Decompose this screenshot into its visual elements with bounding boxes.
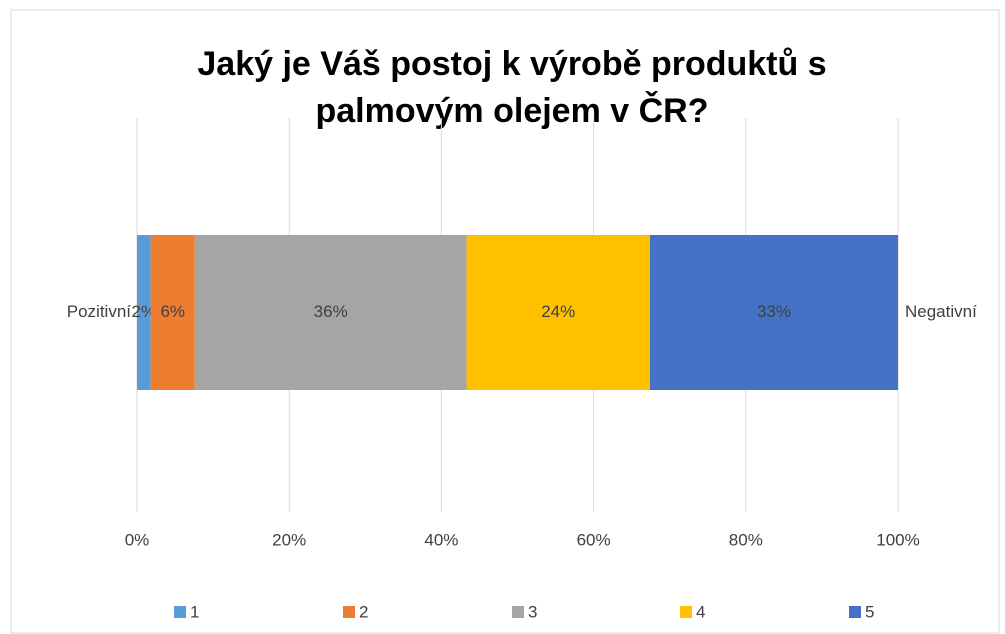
x-tick-label: 100% [876,530,919,549]
bar-segment [649,235,898,390]
legend-swatch [343,606,355,618]
chart-title: palmovým olejem v ČR? [315,91,708,130]
legend-label: 2 [359,602,368,621]
legend-swatch [849,606,861,618]
legend-swatch [680,606,692,618]
right-annotation: Negativní [905,302,977,321]
legend-label: 4 [696,602,705,621]
legend-swatch [174,606,186,618]
data-label: 24% [541,302,575,321]
x-tick-label: 80% [729,530,763,549]
x-tick-label: 20% [272,530,306,549]
bar-segment [194,235,467,390]
x-tick-label: 60% [577,530,611,549]
x-tick-label: 0% [125,530,150,549]
data-label: 6% [160,302,185,321]
legend-label: 3 [528,602,537,621]
legend-label: 1 [190,602,199,621]
data-label: 2% [132,302,157,321]
chart-title: Jaký je Váš postoj k výrobě produktů s [197,45,826,83]
bar-segment [466,235,650,390]
x-tick-label: 40% [424,530,458,549]
legend-label: 5 [865,602,874,621]
legend-swatch [512,606,524,618]
left-annotation: Pozitivní [67,302,132,321]
bar-segment [137,235,151,390]
bar-segment [150,235,195,390]
data-label: 33% [757,302,791,321]
data-label: 36% [314,302,348,321]
